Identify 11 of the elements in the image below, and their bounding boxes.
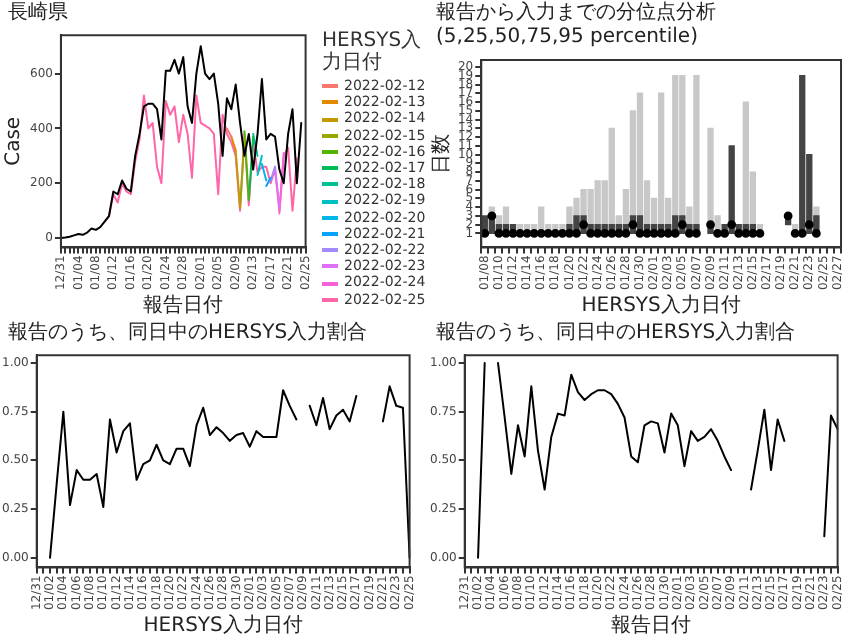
- y-axis-title: 日数: [431, 133, 454, 174]
- x-axis-title: 報告日付: [143, 293, 224, 318]
- x-axis-title: HERSYS入力日付: [581, 293, 741, 318]
- chart-title: 報告のうち、同日中のHERSYS入力割合: [6, 320, 370, 346]
- x-axis-title: HERSYS入力日付: [143, 613, 303, 638]
- chart-title: 長崎県: [6, 0, 70, 26]
- y-axis-title: Case: [3, 116, 26, 166]
- chart-title: 報告のうち、同日中のHERSYS入力割合: [434, 320, 798, 346]
- chart-title: 報告から入力までの分位点分析(5,25,50,75,95 percentile): [434, 0, 718, 50]
- x-axis-title: 報告日付: [611, 613, 692, 638]
- legend-title: HERSYS入力日付: [322, 30, 424, 74]
